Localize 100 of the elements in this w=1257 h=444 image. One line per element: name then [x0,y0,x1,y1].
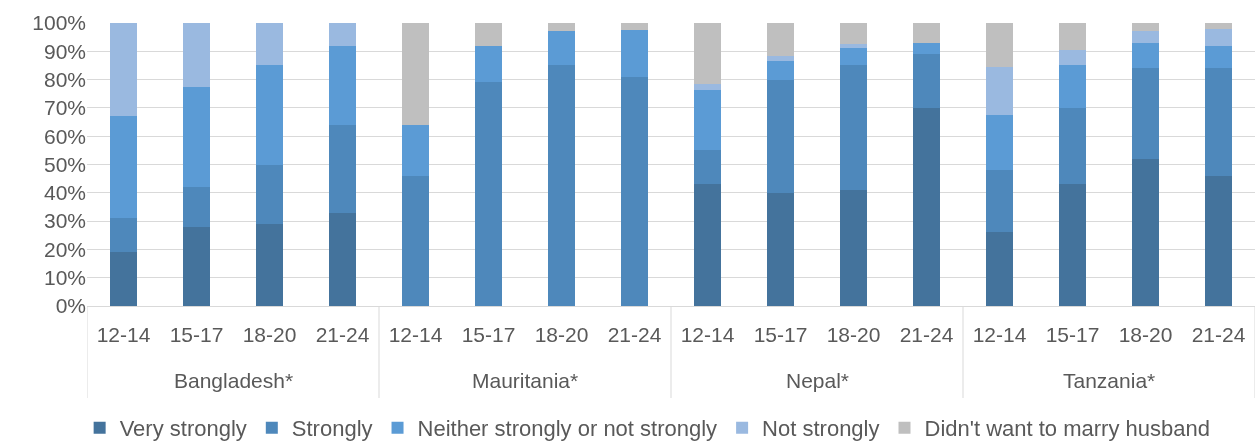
x-tick-label: 12-14 [972,323,1027,347]
bar [329,23,357,46]
y-tick-label: 30% [43,209,86,233]
bar [840,65,867,190]
bar [548,31,576,66]
bar [1131,158,1159,306]
bar [1204,23,1232,29]
legend-label: Not strongly [762,416,880,442]
bar [256,164,284,224]
x-tick-label: 18-20 [826,323,881,347]
text: Mauritania* [472,369,579,392]
legend-label: Neither strongly or not strongly [417,416,718,442]
bar [986,23,1013,67]
bar [1059,107,1086,185]
x-tick-label: 21-24 [1191,323,1246,347]
bar [621,30,649,77]
x-tick-label: 21-24 [315,323,370,347]
bar [840,44,867,49]
x-tick-label: 21-24 [607,323,662,347]
bar [1204,68,1232,176]
y-tick-label: 80% [43,67,86,91]
bar [1059,49,1086,66]
bar [475,23,503,46]
bar [913,42,940,55]
bar [256,23,284,66]
bar [1204,45,1232,69]
bar [110,218,138,253]
bar [1059,65,1086,108]
bar [986,170,1013,233]
bar [548,65,576,306]
bar [329,212,357,306]
bar [767,61,794,80]
x-tick-label: 12-14 [680,323,735,347]
bar [694,89,722,151]
bar [475,45,503,83]
bar [402,23,430,125]
text: Bangladesh* [174,369,294,392]
y-tick-label: 70% [43,96,86,120]
bar [767,192,794,306]
x-tick-label: 15-17 [753,323,808,347]
bar [110,116,138,219]
bar [1131,42,1159,69]
bar [183,23,211,87]
bar [1204,28,1232,46]
text: Tanzania* [1063,369,1156,392]
x-tick-label: 12-14 [388,323,443,347]
bar [986,232,1013,306]
y-tick-label: 0% [55,294,86,318]
x-tick-label: 12-14 [96,323,151,347]
bar [767,79,794,193]
x-tick-label: 18-20 [534,323,589,347]
bar [986,114,1013,171]
x-tick-label: 15-17 [461,323,516,347]
bar [402,124,430,176]
bar [1059,184,1086,306]
bar [402,175,430,306]
legend-label: Very strongly [119,416,247,442]
bar [1131,23,1159,32]
bar [548,23,576,32]
bar [694,184,722,306]
bar [913,107,940,306]
bar [913,23,940,43]
legend-label: Strongly [291,416,373,442]
bar [621,76,649,306]
bar [329,124,357,213]
bar [1204,175,1232,306]
y-tick-label: 90% [43,39,86,63]
bar [986,66,1013,115]
bar [694,83,722,90]
bar [110,252,138,306]
x-tick-label: 21-24 [899,323,954,347]
bar [621,23,649,31]
y-tick-label: 20% [43,237,86,261]
bar [183,187,211,227]
bar [329,45,357,125]
bar [1059,23,1086,50]
bar [694,150,722,185]
bar [840,48,867,66]
bar [913,54,940,108]
bar [110,23,138,117]
bar [256,65,284,165]
bar [1131,68,1159,159]
bar [183,86,211,188]
x-tick-label: 15-17 [169,323,224,347]
bar [840,23,867,45]
y-tick-label: 40% [43,181,86,205]
y-tick-label: 50% [43,152,86,176]
bar [840,189,867,306]
bar [256,223,284,306]
text: Nepal* [786,369,850,392]
bar [694,23,722,84]
y-tick-label: 60% [43,124,86,148]
x-tick-label: 18-20 [1118,323,1173,347]
bar [183,226,211,306]
bar [475,82,503,306]
y-tick-label: 10% [43,266,86,290]
x-tick-label: 15-17 [1045,323,1100,347]
y-tick-label: 100% [32,11,86,35]
legend-label: Didn't want to marry husband [924,416,1210,442]
bar [1131,31,1159,43]
